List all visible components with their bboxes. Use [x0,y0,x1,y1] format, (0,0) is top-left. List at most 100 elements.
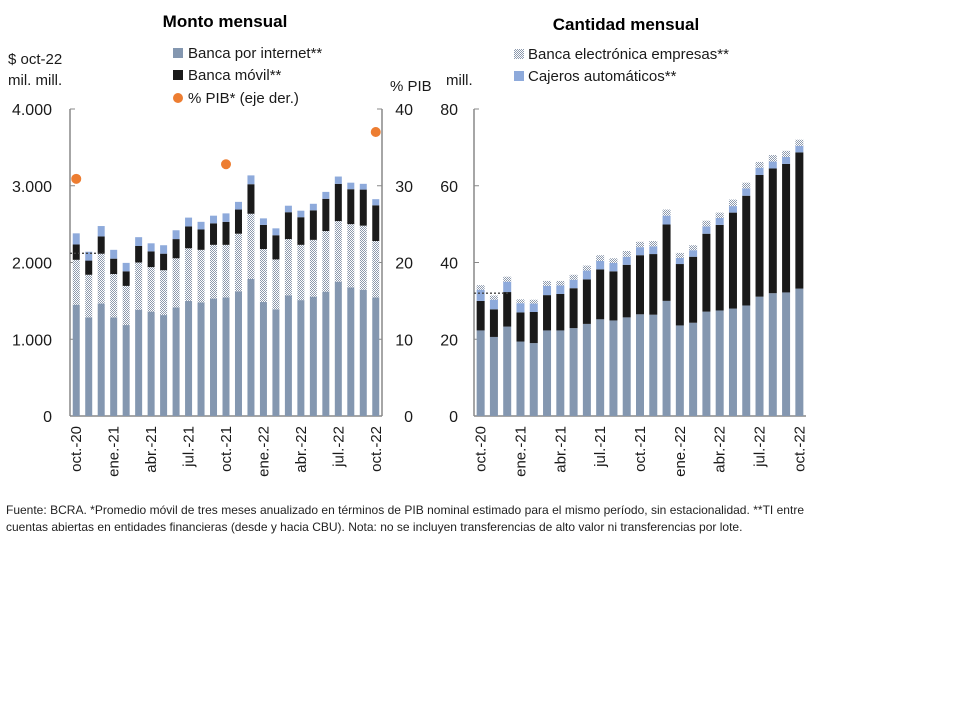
bar-segment-banca-móvil [543,295,552,331]
bar-segment-banca-electrónica-empresas [503,276,512,282]
bar-segment-cajeros-automáticos [742,188,751,196]
bar-segment-banca-electrónica-empresas [516,299,525,304]
bar-segment-banca-por-internet [135,309,143,416]
right-y-label: mill. [446,72,473,89]
y-tick-label: 0 [43,409,52,426]
x-tick-label: oct.-22 [368,426,385,472]
bar-segment-banca-móvil [72,244,80,260]
legend-label-internet: Banca por internet** [188,45,322,62]
bar-segment-banca-móvil [649,254,658,315]
pib-point [71,173,82,184]
bar-segment-banca-por-internet [636,314,644,416]
bar-segment-banca-móvil [609,271,618,321]
bar-segment-banca-móvil [582,279,591,324]
legend-label-movil: Banca móvil** [188,67,282,84]
bar-segment-banca-por-internet [702,311,711,416]
bar-segment-banca-por-internet [210,298,218,416]
bar-segment-banca-electrónica-empresas [702,220,711,227]
bar-segment-banca-móvil [97,236,105,254]
bar-segment-banca-por-internet [147,311,155,416]
bar-segment-banca-móvil [197,229,205,250]
legend-marker-pib [173,93,183,103]
bar-segment-cajeros-automáticos [795,145,804,153]
left-y-label-line2: mil. mill. [8,72,62,89]
bar-segment-banca-por-internet [675,325,684,416]
bar-segment-banca-electrónica-empresas [569,274,578,280]
x-tick-label: jul.-22 [752,426,769,468]
bar-segment-banca-electrónica-empresas [147,267,155,312]
bar-segment-banca-móvil [702,233,711,312]
legend-label-electronica: Banca electrónica empresas** [528,46,729,63]
y-tick-label: 80 [440,102,458,119]
y2-tick-label: 0 [404,409,413,426]
x-tick-label: jul.-22 [330,426,347,468]
bar-segment-banca-móvil [689,256,698,323]
bar-segment-banca-por-internet [234,291,242,416]
bar-segment-banca-electrónica-empresas [372,241,380,298]
bar-segment-cajeros-automáticos [372,199,380,206]
bar-segment-banca-móvil [569,288,578,329]
bar-segment-cajeros-automáticos [185,217,193,227]
bar-segment-cajeros-automáticos [234,201,242,210]
bar-segment-banca-por-internet [72,304,80,416]
bar-segment-cajeros-automáticos [489,299,498,310]
bar-segment-cajeros-automáticos [284,205,292,213]
bar-segment-banca-electrónica-empresas [97,253,105,304]
bar-segment-banca-móvil [715,224,724,311]
bar-segment-banca-por-internet [297,300,305,416]
bar-segment-banca-electrónica-empresas [122,285,130,326]
bar-segment-banca-móvil [503,292,512,327]
bar-segment-banca-móvil [259,224,267,250]
x-tick-label: ene.-22 [255,426,272,477]
bar-segment-banca-móvil [636,255,644,315]
bar-segment-banca-móvil [529,312,538,344]
bar-segment-cajeros-automáticos [636,247,644,256]
legend-swatch-internet [173,48,183,58]
bar-segment-banca-por-internet [247,279,255,416]
bar-segment-banca-por-internet [662,300,671,416]
bar-segment-banca-móvil [768,168,777,294]
bar-segment-cajeros-automáticos [476,289,485,301]
bar-segment-banca-por-internet [334,281,342,416]
bar-segment-banca-móvil [782,163,791,293]
bar-segment-banca-electrónica-empresas [222,244,230,298]
bar-segment-banca-electrónica-empresas [359,225,367,290]
x-tick-label: ene.-21 [106,426,123,477]
x-tick-label: abr.-21 [552,426,569,473]
bar-segment-cajeros-automáticos [529,303,538,313]
y2-tick-label: 30 [395,179,413,196]
bar-segment-banca-electrónica-empresas [135,262,143,310]
bar-segment-banca-móvil [372,205,380,242]
bar-segment-banca-por-internet [222,297,230,416]
bar-segment-banca-electrónica-empresas [755,161,764,168]
bar-segment-banca-móvil [556,293,565,331]
bar-segment-banca-móvil [85,260,93,275]
x-tick-label: oct.-21 [218,426,235,472]
bar-segment-banca-por-internet [309,296,317,416]
bar-segment-banca-móvil [622,264,631,318]
bar-segment-banca-por-internet [347,287,355,416]
bar-segment-banca-por-internet [259,302,267,416]
bar-segment-cajeros-automáticos [210,215,218,224]
bar-segment-banca-por-internet [543,330,552,416]
bar-segment-banca-electrónica-empresas [110,274,118,318]
bar-segment-banca-por-internet [715,310,724,416]
bar-segment-banca-electrónica-empresas [185,248,193,301]
bar-segment-banca-electrónica-empresas [556,280,565,286]
bar-segment-banca-por-internet [755,296,764,416]
figure: Monto mensual $ oct-22 mil. mill. % PIB … [8,12,808,477]
bar-segment-banca-por-internet [160,315,168,416]
bar-segment-banca-por-internet [185,300,193,416]
bar-segment-cajeros-automáticos [622,256,631,265]
bar-segment-banca-móvil [322,198,330,232]
bar-segment-banca-electrónica-empresas [210,244,218,299]
bar-segment-banca-móvil [516,312,525,342]
x-tick-label: jul.-21 [592,426,609,468]
bar-segment-cajeros-automáticos [596,260,605,270]
bar-segment-banca-electrónica-empresas [596,255,605,261]
bar-segment-cajeros-automáticos [359,183,367,190]
bar-segment-banca-electrónica-empresas [622,250,631,257]
y-tick-label: 60 [440,179,458,196]
bar-segment-banca-electrónica-empresas [172,258,180,308]
bar-segment-banca-móvil [728,212,737,309]
